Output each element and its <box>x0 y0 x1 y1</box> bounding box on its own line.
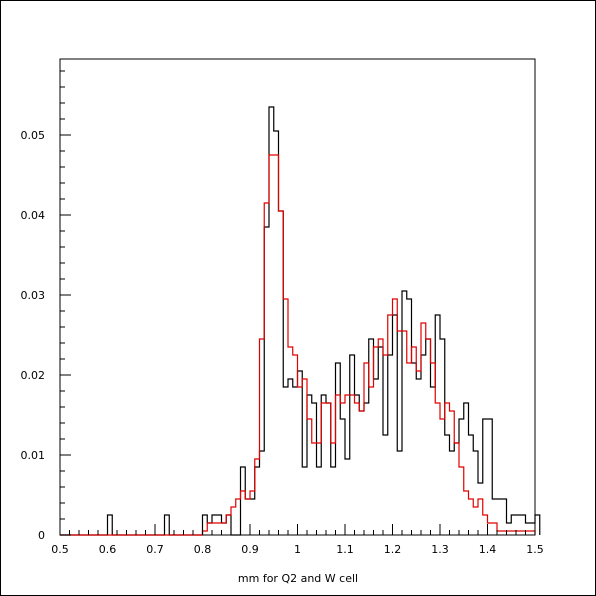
x-tick-label: 0.6 <box>99 543 117 556</box>
x-axis-title: mm for Q2 and W cell <box>238 572 358 585</box>
x-tick-label: 0.9 <box>241 543 259 556</box>
y-tick-label: 0.04 <box>21 209 46 222</box>
x-tick-label: 0.8 <box>194 543 212 556</box>
x-tick-label: 1 <box>294 543 301 556</box>
x-tick-label: 1.1 <box>336 543 354 556</box>
x-tick-label: 1.3 <box>431 543 449 556</box>
histogram-series-2 <box>60 154 536 536</box>
x-tick-label: 1.5 <box>526 543 544 556</box>
y-tick-label: 0 <box>38 529 45 542</box>
x-tick-label: 1.4 <box>479 543 497 556</box>
x-tick-label: 1.2 <box>384 543 402 556</box>
y-tick-label: 0.01 <box>21 449 46 462</box>
y-tick-label: 0.05 <box>21 129 46 142</box>
x-tick-label: 0.7 <box>146 543 164 556</box>
x-tick-label: 0.5 <box>51 543 69 556</box>
y-tick-label: 0.02 <box>21 369 46 382</box>
plot-area: 0.5 0.6 0.7 0.8 0.9 1 1.1 1.2 1.3 1.4 1.5 0 0.01 0.02… <box>21 58 544 556</box>
y-tick-label: 0.03 <box>21 289 46 302</box>
